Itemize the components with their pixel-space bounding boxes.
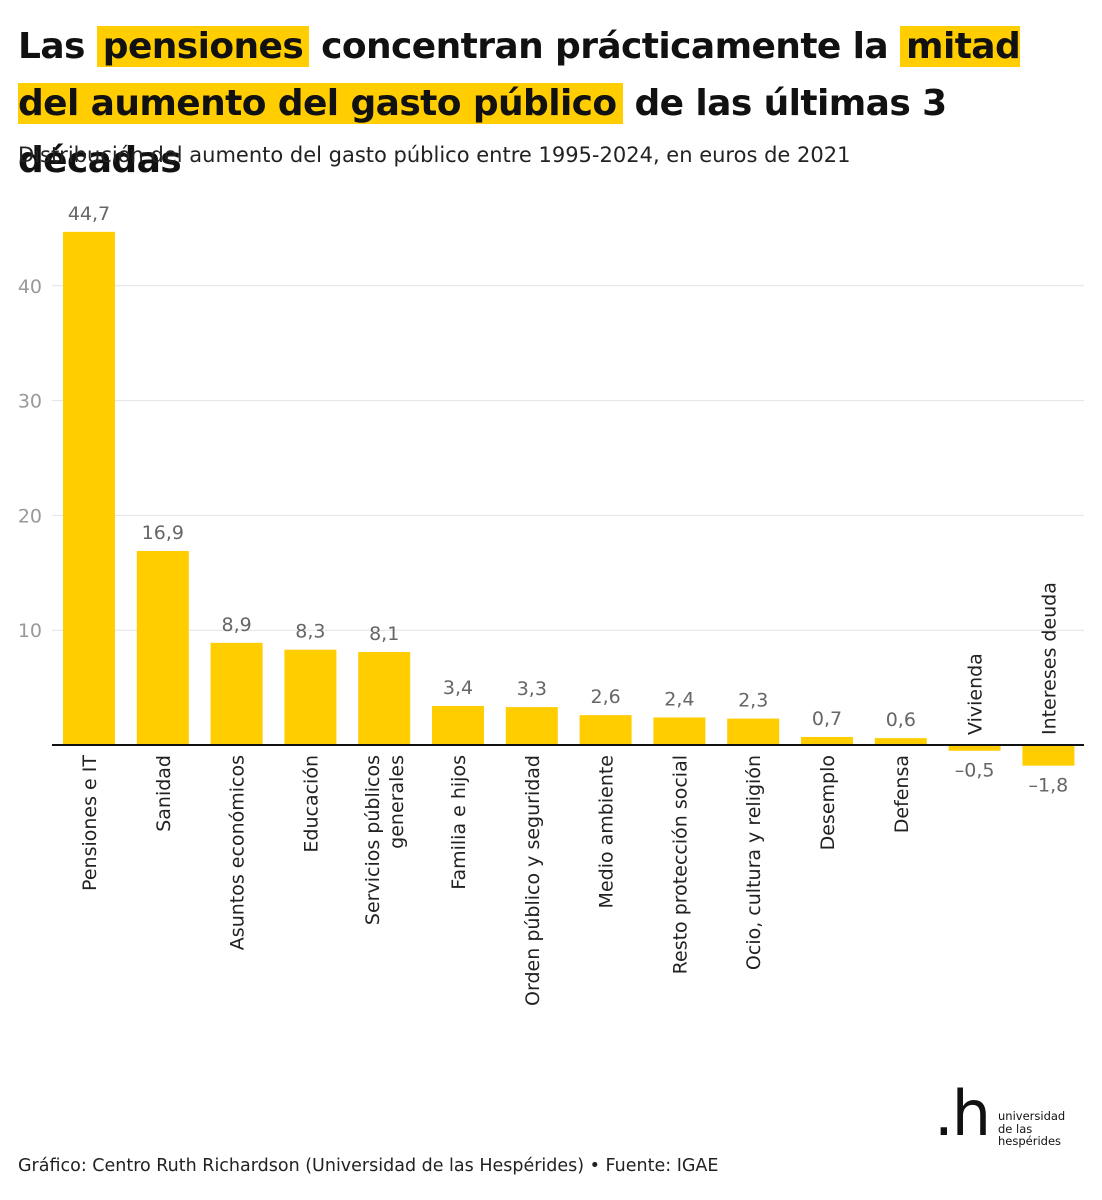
category-label: Ocio, cultura y religión [743,755,765,970]
category-label: Orden público y seguridad [522,755,544,1006]
title-text-1: Las [18,26,97,67]
bar-value-label: 2,4 [664,688,694,710]
logo-text-line-3: hespérides [998,1134,1062,1148]
category-label-line: Familia e hijos [448,755,470,890]
bar-value-label: 2,3 [738,690,768,712]
category-label-line: Servicios públicos [362,755,384,925]
category-label-line: Pensiones e IT [79,755,101,891]
category-label: Medio ambiente [596,755,618,908]
bar-value-label: 0,7 [812,708,842,730]
chart-footer: Gráfico: Centro Ruth Richardson (Univers… [18,1156,719,1176]
bar [801,736,853,745]
logo-mark: .h [934,1077,991,1150]
category-label-line: Desemplo [817,755,839,850]
bar-value-label: 8,3 [295,621,325,643]
category-label: Asuntos económicos [227,755,249,950]
bar-value-label: 3,3 [517,678,547,700]
bar [653,717,706,745]
bar [136,550,189,745]
bar-value-label: 16,9 [142,522,184,544]
bar [358,652,411,745]
bar-chart: 10 20 30 40 44,7 Pensiones e IT 16,9 Sanidad 8,9… [18,203,1084,1006]
category-label-line: Orden público y seguridad [522,755,544,1006]
category-label-line: Defensa [891,755,913,833]
bar-value-label: 44,7 [68,203,110,225]
category-label-line: Sanidad [153,755,175,832]
chart-title: Las pensiones concentran prácticamente l… [18,18,1088,189]
bar [579,715,632,745]
y-tick-label: 20 [18,505,42,527]
category-label-line: Medio ambiente [596,755,618,908]
bar [948,745,1001,751]
category-label: Pensiones e IT [79,755,101,891]
y-tick-label: 10 [18,620,42,642]
category-label: Intereses deuda [1038,582,1060,735]
bar-value-label: 8,1 [369,623,399,645]
bar [1022,745,1075,766]
y-tick-label: 30 [18,391,42,413]
category-label: Sanidad [153,755,175,832]
bar-value-label: –1,8 [1029,775,1069,797]
category-label: Vivienda [965,653,987,735]
bar [284,649,337,745]
category-label: Educación [300,755,322,853]
bar [210,642,263,745]
title-text-2: concentran prácticamente la [309,26,901,67]
logo-text: universidad de las hespérides [998,1110,1065,1148]
title-highlight-pensiones: pensiones [96,26,310,67]
bar-value-label: 3,4 [443,677,473,699]
logo-text-line-2: de las [998,1121,1033,1136]
category-label-line: Educación [300,755,322,853]
bar [505,707,558,745]
category-label: Defensa [891,755,913,833]
bar-value-label: 2,6 [590,686,620,708]
category-label: Resto protección social [669,755,691,974]
bar-value-label: 0,6 [886,709,916,731]
category-label: Familia e hijos [448,755,470,890]
title-text-3: de las últimas 3 décadas [18,83,947,181]
category-label-line: Resto protección social [669,755,691,974]
bar [432,705,484,745]
category-label-line: generales [386,755,408,849]
bar [63,231,115,745]
category-label-line: Asuntos económicos [227,755,249,950]
bar-value-label: –0,5 [955,760,995,782]
chart-subtitle: Distribución del aumento del gasto públi… [18,143,851,167]
category-label: Desemplo [817,755,839,850]
category-label: Servicios públicos generales [362,755,408,925]
y-tick-label: 40 [18,276,42,298]
category-label-line: Ocio, cultura y religión [743,755,765,970]
bar-value-label: 8,9 [221,614,251,636]
logo-text-line-1: universidad [998,1109,1066,1123]
logo: .h universidad de las hespérides [934,1082,1074,1152]
bar [874,738,927,745]
bar [727,718,780,745]
